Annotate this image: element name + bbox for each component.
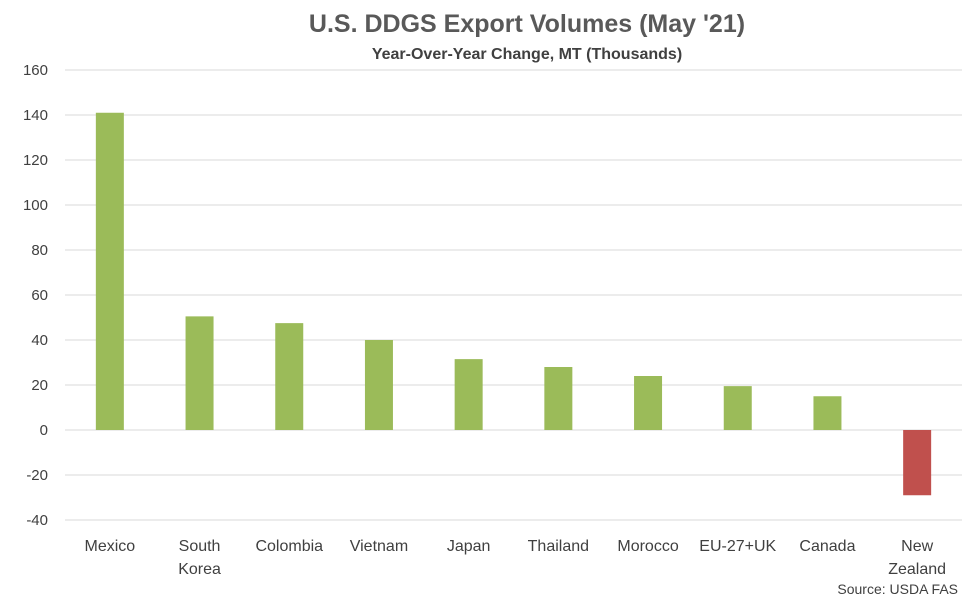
y-tick-label: 160	[23, 62, 48, 79]
chart-title: U.S. DDGS Export Volumes (May '21)	[309, 10, 745, 38]
x-category-label: Vietnam	[350, 538, 408, 555]
bar	[185, 316, 214, 430]
y-tick-label: 20	[31, 377, 48, 394]
x-category-label: Korea	[178, 561, 221, 578]
x-category-label: Morocco	[617, 538, 678, 555]
y-tick-label: 100	[23, 197, 48, 214]
bar	[723, 386, 752, 430]
y-axis-ticks: -40 -20 0 20 40 60 80 100 120 140 160	[23, 62, 48, 529]
x-category-label: Japan	[447, 538, 491, 555]
x-category-label: New	[901, 538, 933, 555]
x-category-label: South	[179, 538, 221, 555]
x-category-label: Thailand	[528, 538, 589, 555]
bar	[544, 367, 573, 430]
bar	[275, 323, 304, 430]
y-tick-label: 120	[23, 152, 48, 169]
bar	[903, 430, 932, 496]
x-axis-categories: Mexico South Korea Colombia Vietnam Japan Thai…	[85, 538, 947, 578]
bar	[364, 340, 393, 430]
y-tick-label: 80	[31, 242, 48, 259]
y-tick-label: -20	[26, 467, 48, 484]
y-tick-label: -40	[26, 512, 48, 529]
x-category-label: Canada	[799, 538, 855, 555]
source-note: Source: USDA FAS	[837, 581, 958, 597]
bars	[95, 112, 932, 496]
y-tick-label: 60	[31, 287, 48, 304]
chart-subtitle: Year-Over-Year Change, MT (Thousands)	[372, 46, 682, 63]
y-tick-label: 0	[40, 422, 48, 439]
x-category-label: Zealand	[888, 561, 946, 578]
gridlines	[65, 69, 962, 521]
bar	[95, 112, 124, 430]
x-category-label: Mexico	[85, 538, 136, 555]
x-category-label: EU-27+UK	[699, 538, 776, 555]
bar	[813, 396, 842, 430]
x-category-label: Colombia	[255, 538, 323, 555]
bar	[454, 359, 483, 430]
bar	[634, 376, 663, 430]
y-tick-label: 140	[23, 107, 48, 124]
y-tick-label: 40	[31, 332, 48, 349]
